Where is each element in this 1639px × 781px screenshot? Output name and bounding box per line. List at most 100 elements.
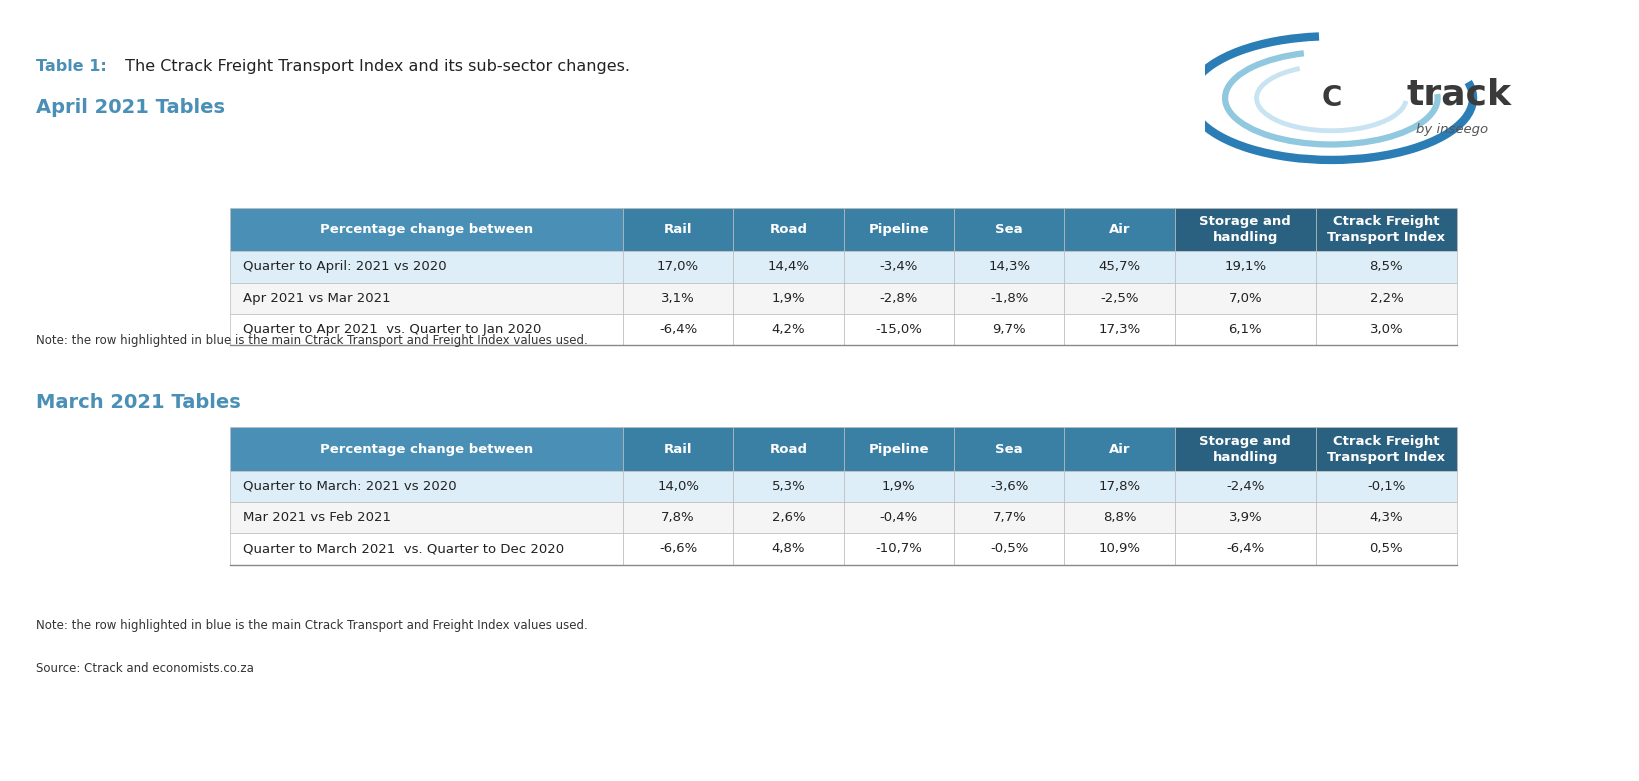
Text: Storage and
handling: Storage and handling [1198, 215, 1290, 244]
Text: Percentage change between: Percentage change between [320, 443, 533, 455]
Bar [1174, 208, 1314, 251]
Text: -0,4%: -0,4% [879, 512, 918, 524]
Text: Table 1:: Table 1: [36, 59, 107, 73]
Bar [842, 314, 954, 345]
Bar [623, 427, 733, 471]
Bar [623, 314, 733, 345]
Bar [954, 471, 1064, 502]
Bar [1174, 427, 1314, 471]
Text: 14,3%: 14,3% [988, 260, 1029, 273]
Text: 7,8%: 7,8% [661, 512, 695, 524]
Bar [1174, 283, 1314, 314]
Text: Pipeline: Pipeline [869, 443, 929, 455]
Text: 45,7%: 45,7% [1098, 260, 1141, 273]
Bar [1174, 314, 1314, 345]
Text: Mar 2021 vs Feb 2021: Mar 2021 vs Feb 2021 [243, 512, 390, 524]
Text: -3,6%: -3,6% [990, 480, 1028, 493]
Text: Quarter to March: 2021 vs 2020: Quarter to March: 2021 vs 2020 [243, 480, 457, 493]
Text: Rail: Rail [664, 443, 692, 455]
Text: Note: the row highlighted in blue is the main Ctrack Transport and Freight Index: Note: the row highlighted in blue is the… [36, 334, 587, 348]
Bar [733, 283, 842, 314]
Bar [842, 427, 954, 471]
Text: 14,4%: 14,4% [767, 260, 810, 273]
Bar [1064, 471, 1174, 502]
Bar [954, 314, 1064, 345]
Bar [733, 427, 842, 471]
Text: 1,9%: 1,9% [772, 291, 805, 305]
Text: Source: Ctrack and economists.co.za: Source: Ctrack and economists.co.za [36, 662, 254, 676]
Bar [229, 471, 623, 502]
Circle shape [1267, 70, 1393, 126]
Text: -6,6%: -6,6% [659, 543, 697, 555]
Text: Air: Air [1108, 443, 1129, 455]
Text: April 2021 Tables: April 2021 Tables [36, 98, 225, 116]
Bar [623, 251, 733, 283]
Text: C: C [1321, 84, 1341, 112]
Bar [1314, 208, 1455, 251]
Text: 3,0%: 3,0% [1369, 323, 1403, 336]
Text: 9,7%: 9,7% [992, 323, 1026, 336]
Bar [842, 502, 954, 533]
Bar [954, 427, 1064, 471]
Bar [733, 533, 842, 565]
Bar [954, 502, 1064, 533]
Text: 4,3%: 4,3% [1369, 512, 1403, 524]
Text: 7,7%: 7,7% [992, 512, 1026, 524]
Bar [1064, 533, 1174, 565]
Text: 8,8%: 8,8% [1101, 512, 1136, 524]
Text: 7,0%: 7,0% [1228, 291, 1262, 305]
Bar [229, 251, 623, 283]
Text: Air: Air [1108, 223, 1129, 236]
Text: 1,9%: 1,9% [882, 480, 915, 493]
Bar [954, 283, 1064, 314]
Bar [733, 208, 842, 251]
Bar [733, 471, 842, 502]
Bar [229, 427, 623, 471]
Bar [1064, 208, 1174, 251]
Bar [1314, 283, 1455, 314]
Text: Apr 2021 vs Mar 2021: Apr 2021 vs Mar 2021 [243, 291, 390, 305]
Text: Quarter to Apr 2021  vs. Quarter to Jan 2020: Quarter to Apr 2021 vs. Quarter to Jan 2… [243, 323, 541, 336]
Bar [229, 208, 623, 251]
Bar [229, 502, 623, 533]
Bar [842, 533, 954, 565]
Text: 0,5%: 0,5% [1369, 543, 1403, 555]
Bar [1314, 314, 1455, 345]
Text: -0,5%: -0,5% [990, 543, 1028, 555]
Bar [842, 471, 954, 502]
Bar [1174, 533, 1314, 565]
Text: -6,4%: -6,4% [659, 323, 697, 336]
Bar [842, 208, 954, 251]
Text: -6,4%: -6,4% [1226, 543, 1264, 555]
Text: Quarter to March 2021  vs. Quarter to Dec 2020: Quarter to March 2021 vs. Quarter to Dec… [243, 543, 564, 555]
Bar [229, 314, 623, 345]
Text: -10,7%: -10,7% [875, 543, 921, 555]
Text: Sea: Sea [995, 223, 1023, 236]
Text: 8,5%: 8,5% [1369, 260, 1403, 273]
Text: The Ctrack Freight Transport Index and its sub-sector changes.: The Ctrack Freight Transport Index and i… [120, 59, 629, 73]
Bar [954, 208, 1064, 251]
Bar [954, 251, 1064, 283]
Text: -1,8%: -1,8% [990, 291, 1028, 305]
Text: 17,3%: 17,3% [1098, 323, 1141, 336]
Bar [733, 502, 842, 533]
Text: by inseego: by inseego [1414, 123, 1487, 136]
Bar [733, 314, 842, 345]
Text: -15,0%: -15,0% [875, 323, 921, 336]
Text: 3,9%: 3,9% [1228, 512, 1262, 524]
Bar [1064, 314, 1174, 345]
Text: 14,0%: 14,0% [657, 480, 698, 493]
Text: 4,2%: 4,2% [772, 323, 805, 336]
Text: 10,9%: 10,9% [1098, 543, 1141, 555]
Text: -3,4%: -3,4% [879, 260, 918, 273]
Text: 19,1%: 19,1% [1224, 260, 1265, 273]
Bar [1314, 533, 1455, 565]
Bar [623, 533, 733, 565]
Text: Ctrack Freight
Transport Index: Ctrack Freight Transport Index [1326, 435, 1444, 464]
Text: track: track [1405, 77, 1510, 112]
Text: Note: the row highlighted in blue is the main Ctrack Transport and Freight Index: Note: the row highlighted in blue is the… [36, 619, 587, 633]
Bar [623, 208, 733, 251]
Text: -0,1%: -0,1% [1367, 480, 1405, 493]
Bar [1064, 251, 1174, 283]
Bar [1064, 283, 1174, 314]
